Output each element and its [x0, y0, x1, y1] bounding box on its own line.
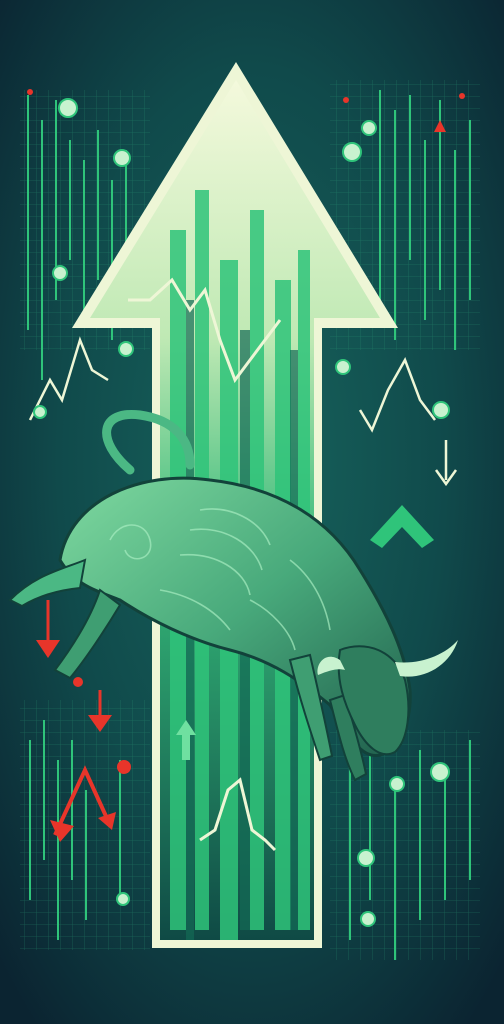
left-zigzag-line: [28, 336, 109, 421]
white-down-arrow-icon: [434, 440, 458, 487]
arrow-price-line-top: [128, 277, 282, 384]
coin-icon: [33, 98, 450, 927]
green-chevron-up-icon: [370, 505, 434, 548]
right-chart-ticks: [349, 90, 471, 960]
charging-bull-icon: [8, 409, 458, 782]
small-up-arrow-icon: [176, 720, 196, 760]
right-zigzag-line: [358, 357, 436, 433]
red-down-arrow-icon: [27, 89, 465, 842]
arrow-price-line-bottom: [199, 777, 277, 852]
bull-swirl-pattern: [109, 508, 331, 651]
